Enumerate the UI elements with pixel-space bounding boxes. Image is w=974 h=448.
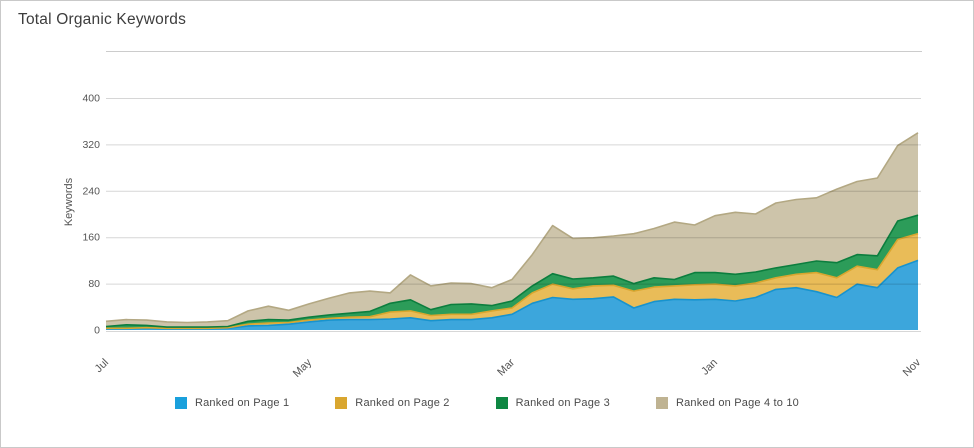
x-tick-label: Nov — [901, 356, 924, 379]
legend-label: Ranked on Page 3 — [515, 397, 610, 409]
legend-swatch-icon — [174, 397, 187, 409]
legend-item-ranked-on-page-4-to-10[interactable]: Ranked on Page 4 to 10 — [655, 397, 800, 409]
chart-legend: Ranked on Page 1 Ranked on Page 2 Ranked o… — [1, 397, 973, 409]
legend-swatch-icon — [335, 397, 348, 409]
x-tick-label: Jul — [93, 357, 111, 375]
legend-label: Ranked on Page 4 to 10 — [675, 397, 800, 409]
area-series-1 — [106, 260, 918, 330]
area-series-line-3 — [105, 214, 919, 328]
y-tick-label: 320 — [82, 139, 100, 151]
legend-swatch-icon — [495, 397, 508, 409]
y-tick-label: 160 — [82, 232, 100, 244]
y-tick-label: 80 — [88, 278, 100, 290]
legend-item-ranked-on-page-1[interactable]: Ranked on Page 1 — [174, 397, 290, 409]
legend-label: Ranked on Page 1 — [194, 397, 290, 409]
x-tick-label: Jan — [699, 357, 720, 378]
legend-item-ranked-on-page-2[interactable]: Ranked on Page 2 — [335, 397, 449, 409]
y-tick-label: 400 — [82, 93, 100, 105]
chart-title: Total Organic Keywords — [18, 11, 187, 28]
legend-label: Ranked on Page 2 — [355, 397, 450, 409]
legend-item-ranked-on-page-3[interactable]: Ranked on Page 3 — [495, 397, 610, 409]
x-tick-label: May — [291, 356, 315, 380]
y-tick-label: 0 — [94, 325, 100, 337]
legend-swatch-icon — [655, 397, 668, 409]
area-series-line-1 — [106, 259, 919, 330]
y-tick-label: 240 — [82, 185, 100, 197]
x-tick-label: Mar — [495, 356, 517, 378]
area-series-line-2 — [106, 232, 919, 330]
area-series-line-4 — [105, 132, 919, 324]
title-divider — [106, 51, 922, 52]
